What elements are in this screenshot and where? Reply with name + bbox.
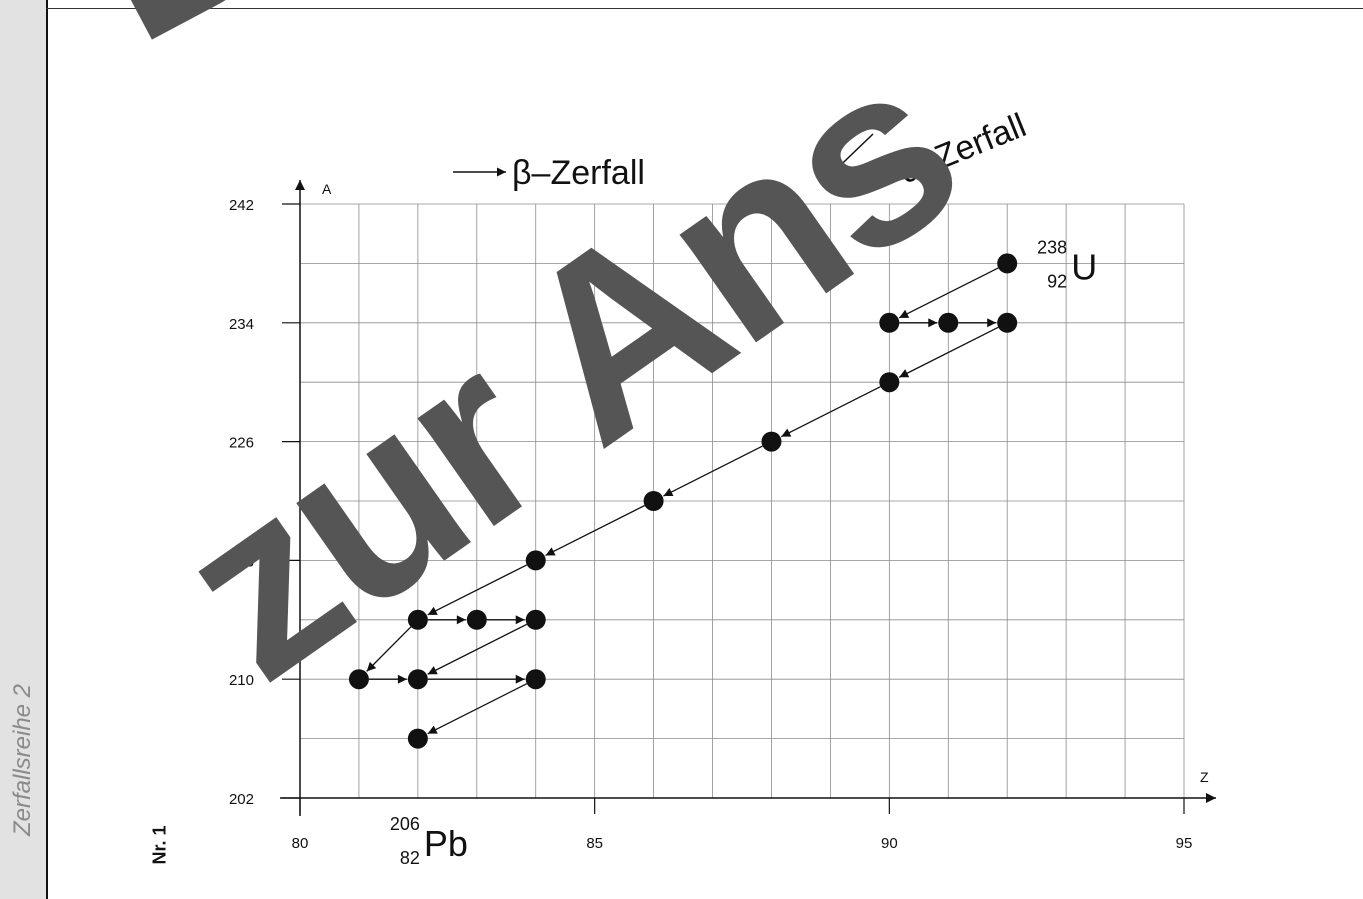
alpha-decay-arrow: [427, 683, 528, 735]
nuclide-point: [643, 491, 664, 511]
y-tick-label: 234: [229, 316, 254, 333]
y-tick-label: 202: [229, 791, 254, 808]
x-tick-label: 95: [1176, 835, 1193, 852]
tick-labels: 202 210 218 226 234 242 80 85 90 95: [229, 197, 1192, 852]
nuclide-point: [525, 609, 546, 630]
alpha-decay-arrow: [898, 267, 999, 319]
beta-legend-label: β–Zerfall: [512, 154, 645, 192]
x-tick-label: 90: [881, 835, 898, 852]
y-axis-label: A: [322, 181, 332, 197]
element-symbol: Pb: [424, 823, 468, 864]
nuclide-point: [407, 728, 428, 749]
sidebar-strip: [0, 0, 48, 899]
nuclide-point: [997, 253, 1018, 274]
grid: [300, 203, 1185, 798]
x-axis-label: Z: [1200, 769, 1209, 785]
nuclide-point: [525, 669, 546, 690]
atomic-number: 92: [1047, 271, 1067, 291]
element-symbol: U: [1071, 246, 1097, 287]
alpha-legend-arrow: [822, 133, 874, 183]
nuclide-points: [348, 253, 1018, 749]
y-tick-label: 210: [229, 672, 254, 689]
nuclide-point: [761, 431, 782, 452]
alpha-decay-arrow: [898, 326, 999, 378]
y-tick-label: 226: [229, 435, 254, 452]
nuclide-point: [997, 312, 1018, 333]
decay-arrows: [366, 267, 999, 735]
alpha-decay-arrow: [545, 504, 645, 557]
nuclide-point: [938, 312, 959, 333]
alpha-decay-arrow: [427, 623, 528, 675]
alpha-decay-arrow: [427, 564, 528, 616]
alpha-decay-arrow: [663, 445, 763, 497]
axes: ZA: [280, 180, 1216, 816]
nuclide-point: [407, 609, 428, 630]
nuclide-point: [466, 609, 487, 630]
alpha-decay-arrow: [780, 386, 881, 438]
frame-top-border: [46, 8, 1363, 9]
nuclide-point: [879, 312, 900, 333]
nuclide-point: [525, 550, 546, 571]
x-tick-label: 85: [586, 835, 603, 852]
y-tick-label: 218: [229, 553, 254, 570]
nuclide-point: [879, 372, 900, 393]
y-tick-label: 242: [229, 197, 254, 214]
alpha-decay-arrow: [366, 626, 412, 672]
mass-number: 206: [390, 814, 420, 834]
nuclide-labels: 238 92 U 206 82 Pb: [390, 237, 1097, 868]
nuclide-point: [407, 669, 428, 690]
x-tick-label: 80: [292, 835, 309, 852]
mass-number: 238: [1037, 237, 1067, 257]
atomic-number: 82: [400, 848, 420, 868]
nuclide-point: [348, 669, 369, 690]
